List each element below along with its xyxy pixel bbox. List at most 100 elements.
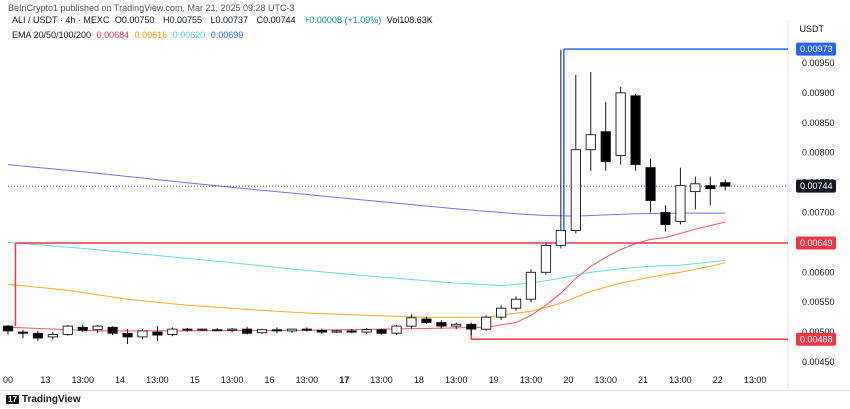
candle-body [32, 332, 44, 339]
open-value: 0.00750 [121, 15, 155, 25]
candle-body [286, 328, 298, 332]
low-value: 0.00737 [215, 15, 249, 25]
x-tick-label: 13:00 [669, 375, 692, 385]
x-tick-label: 15 [190, 375, 200, 385]
x-tick-label: 13:00 [594, 375, 617, 385]
y-tick-label: 0.00450 [802, 357, 835, 367]
candle-body [496, 307, 507, 318]
candle-body [17, 331, 29, 334]
candle-body [2, 325, 14, 332]
close-label: C [256, 15, 264, 25]
x-tick-label: 14 [115, 375, 125, 385]
candle-body [421, 318, 432, 324]
candle-body [510, 298, 522, 309]
support-lower-tag-label: 0.00488 [800, 334, 833, 344]
ema-50-line [7, 262, 726, 318]
symbol-name[interactable]: ALI / USDT · 4h · MEXC [12, 15, 110, 25]
candle-body [346, 330, 357, 333]
x-tick-label: 13:00 [221, 375, 244, 385]
x-tick-label: 13:00 [146, 375, 169, 385]
candle-body [316, 329, 327, 333]
y-tick-label: 0.00700 [802, 207, 835, 217]
x-tick-label: 13:00 [370, 375, 393, 385]
candle-body [361, 329, 372, 333]
candle-body [197, 328, 208, 331]
ema-200-line [7, 164, 726, 217]
y-tick-label: 0.00950 [802, 58, 835, 68]
candle-body [256, 329, 268, 334]
quote-unit: USDT [799, 24, 825, 34]
resistance-tag [796, 42, 836, 56]
candle-body [137, 330, 148, 338]
tradingview-mark-icon: 17 [6, 395, 19, 404]
resistance-tag-label: 0.00973 [800, 44, 833, 54]
candle-body [331, 330, 342, 333]
x-tick-label: 18 [414, 375, 424, 385]
candle-body [152, 331, 163, 336]
candle-body [92, 325, 103, 331]
candle-body [690, 183, 701, 193]
x-tick-label: 20 [563, 375, 573, 385]
candle-body [555, 229, 566, 246]
ema-20-line [7, 221, 726, 332]
candle-body [525, 271, 537, 300]
y-tick-label: 0.00800 [802, 148, 835, 158]
candle-body [391, 325, 402, 334]
tradingview-logo[interactable]: 17 TradingView [6, 394, 81, 405]
ema-100-line [7, 241, 726, 287]
candle-body [212, 329, 223, 332]
candle-body [466, 323, 477, 330]
candle-body [107, 326, 118, 334]
high-value: 0.00755 [169, 15, 202, 25]
x-tick-label: 16 [264, 375, 274, 385]
candle-body [436, 322, 447, 327]
low-label: L [210, 15, 216, 25]
volume-value: Vol108.63K [386, 15, 433, 25]
y-tick-label: 0.00850 [802, 118, 835, 128]
x-tick-label: 13:00 [445, 375, 468, 385]
y-tick-label: 0.00900 [802, 88, 835, 98]
candle-body [645, 167, 656, 201]
y-tick-label: 0.00600 [802, 267, 835, 277]
x-tick-label: 13:00 [296, 375, 319, 385]
y-tick-label: 0.00500 [802, 327, 835, 337]
candle-body [540, 244, 552, 273]
candle-body [227, 328, 238, 331]
x-tick-label: 13 [40, 375, 50, 385]
x-tick-label: 13:00 [71, 375, 94, 385]
tradingview-brand: TradingView [21, 394, 81, 405]
ema100-value: 0.00620 [172, 30, 206, 40]
candle-body [406, 317, 417, 327]
candle-body [660, 212, 671, 225]
x-tick-label: 13:00 [744, 375, 767, 385]
candle-body [301, 328, 312, 331]
candle-body [62, 325, 73, 335]
ema-legend-line: EMA 20/50/100/200 0.00684 0.00616 0.0062… [12, 30, 246, 40]
candle-body [585, 134, 596, 151]
change-value: +0.00008 (+1.09%) [304, 15, 382, 25]
candle-body [570, 149, 581, 231]
publish-note: BeInCrypto1 published on TradingView.com… [8, 3, 295, 13]
symbol-ohlc-line: ALI / USDT · 4h · MEXC O0.00750 H0.00755… [12, 15, 436, 25]
high-label: H [162, 15, 170, 25]
support-lower-tag [796, 332, 836, 346]
candle-body [615, 92, 626, 157]
open-label: O [114, 15, 122, 25]
ema50-value: 0.00616 [134, 30, 168, 40]
x-tick-label: 13:00 [520, 375, 543, 385]
x-tick-label: 17 [339, 375, 349, 385]
candle-body [122, 332, 133, 338]
ema-label[interactable]: EMA 20/50/100/200 [12, 30, 92, 40]
candle-body [675, 185, 686, 222]
candle-body [47, 334, 58, 338]
candle-body [720, 182, 731, 187]
candle-body [705, 185, 716, 190]
current-price-tag [796, 179, 836, 193]
ema200-value: 0.00699 [210, 30, 244, 40]
candle-body [182, 328, 193, 331]
candle-body [271, 329, 283, 332]
support-upper-tag [796, 236, 836, 250]
x-tick-label: 00 [3, 375, 13, 385]
current-price-tag-label: 0.00744 [800, 181, 833, 191]
